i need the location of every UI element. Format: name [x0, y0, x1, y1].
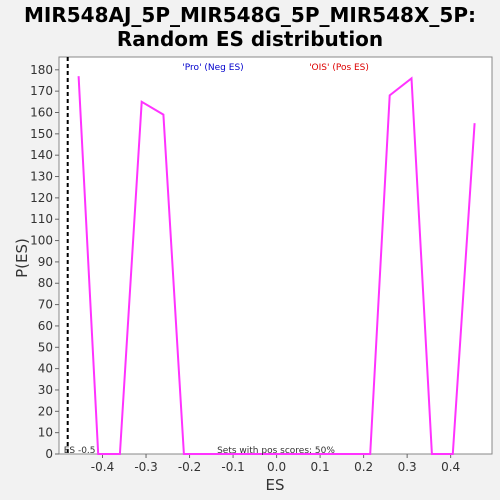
x-tick-label: -0.2: [178, 460, 201, 474]
y-tick-label: 120: [30, 191, 53, 205]
x-tick-label: -0.1: [221, 460, 244, 474]
y-tick-label: 10: [38, 426, 53, 440]
y-tick-label: 160: [30, 105, 53, 119]
x-tick-label: 0.0: [267, 460, 286, 474]
y-tick-label: 150: [30, 127, 53, 141]
y-tick-label: 170: [30, 84, 53, 98]
reference-line-label: ES -0.5: [64, 446, 96, 456]
chart-title-line2: Random ES distribution: [116, 27, 384, 51]
y-tick-label: 60: [38, 319, 53, 333]
y-tick-label: 140: [30, 148, 53, 162]
series-line: [77, 76, 476, 455]
y-tick-label: 90: [38, 255, 53, 269]
x-tick-label: 0.4: [441, 460, 460, 474]
y-tick-label: 180: [30, 63, 53, 77]
x-axis-label: ES: [265, 476, 285, 494]
y-tick-label: 50: [38, 340, 53, 354]
plot-area: [58, 56, 493, 455]
y-tick-label: 70: [38, 298, 53, 312]
x-tick-label: -0.4: [91, 460, 114, 474]
x-tick-label: 0.3: [398, 460, 417, 474]
pos-scores-label: Sets with pos scores: 50%: [217, 446, 335, 456]
y-tick-label: 30: [38, 383, 53, 397]
pos-es-label: 'OIS' (Pos ES): [309, 63, 369, 73]
x-tick-label: 0.1: [311, 460, 330, 474]
x-tick-label: 0.2: [354, 460, 373, 474]
y-tick-label: 20: [38, 404, 53, 418]
y-tick-label: 80: [38, 276, 53, 290]
y-tick-label: 100: [30, 234, 53, 248]
chart-title-line1: MIR548AJ_5P_MIR548G_5P_MIR548X_5P:: [24, 3, 476, 27]
chart-title: MIR548AJ_5P_MIR548G_5P_MIR548X_5P: Rando…: [0, 3, 500, 51]
neg-es-label: 'Pro' (Neg ES): [182, 63, 243, 73]
y-tick-label: 130: [30, 170, 53, 184]
x-tick-label: -0.3: [134, 460, 157, 474]
y-tick-label: 110: [30, 212, 53, 226]
y-tick-label: 0: [45, 447, 53, 461]
y-tick-label: 40: [38, 362, 53, 376]
